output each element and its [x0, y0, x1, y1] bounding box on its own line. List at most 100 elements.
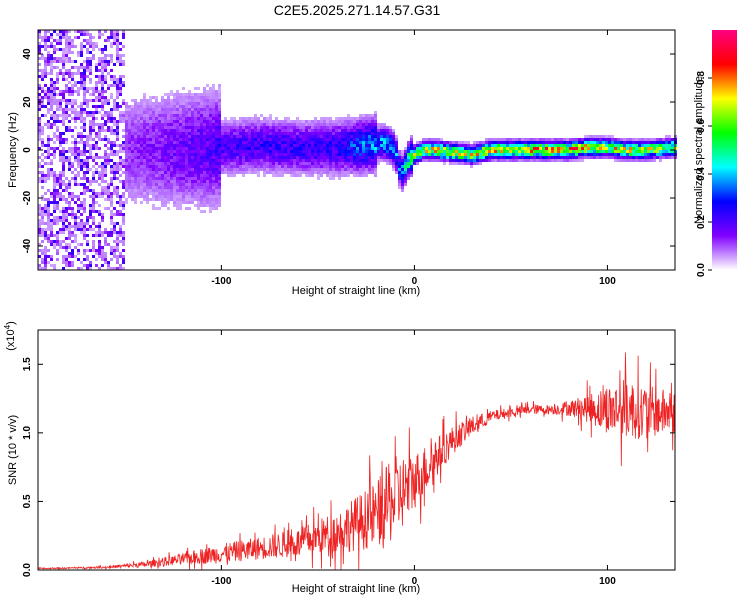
heat-cell — [320, 165, 323, 168]
heat-cell — [197, 189, 200, 192]
heat-cell — [380, 147, 383, 150]
heat-cell — [407, 153, 410, 156]
heat-cell — [83, 159, 86, 162]
heat-cell — [41, 222, 44, 225]
heat-cell — [155, 153, 158, 156]
heat-cell — [269, 153, 272, 156]
heat-cell — [47, 210, 50, 213]
heat-cell — [557, 159, 560, 162]
heat-cell — [542, 150, 545, 153]
heat-cell — [299, 162, 302, 165]
heat-cell — [128, 174, 131, 177]
heat-cell — [491, 153, 494, 156]
heat-cell — [83, 162, 86, 165]
heat-cell — [347, 153, 350, 156]
heat-cell — [311, 132, 314, 135]
heat-cell — [98, 90, 101, 93]
heat-cell — [116, 33, 119, 36]
heat-cell — [416, 144, 419, 147]
heat-cell — [218, 126, 221, 129]
heat-cell — [599, 144, 602, 147]
heat-cell — [326, 171, 329, 174]
heat-cell — [413, 162, 416, 165]
heat-cell — [110, 180, 113, 183]
heat-cell — [80, 201, 83, 204]
heat-cell — [404, 159, 407, 162]
heat-cell — [362, 153, 365, 156]
heat-cell — [143, 195, 146, 198]
heat-cell — [62, 267, 65, 270]
heat-cell — [170, 90, 173, 93]
heat-cell — [149, 120, 152, 123]
heat-cell — [173, 174, 176, 177]
heat-cell — [218, 165, 221, 168]
heat-cell — [203, 132, 206, 135]
spectrogram-y-tick-label: 20 — [22, 96, 33, 108]
heat-cell — [431, 141, 434, 144]
heat-cell — [638, 150, 641, 153]
heat-cell — [101, 75, 104, 78]
heat-cell — [368, 135, 371, 138]
heat-cell — [110, 183, 113, 186]
heat-cell — [206, 192, 209, 195]
heat-cell — [170, 111, 173, 114]
heat-cell — [173, 123, 176, 126]
heat-cell — [281, 129, 284, 132]
heat-cell — [119, 168, 122, 171]
heat-cell — [122, 165, 125, 168]
heat-cell — [113, 246, 116, 249]
heat-cell — [218, 192, 221, 195]
heat-cell — [395, 138, 398, 141]
heat-cell — [272, 141, 275, 144]
heat-cell — [647, 138, 650, 141]
heat-cell — [89, 261, 92, 264]
heat-cell — [464, 153, 467, 156]
heat-cell — [320, 132, 323, 135]
heat-cell — [392, 147, 395, 150]
heat-cell — [203, 141, 206, 144]
heat-cell — [98, 135, 101, 138]
heat-cell — [347, 174, 350, 177]
heat-cell — [56, 234, 59, 237]
heat-cell — [551, 153, 554, 156]
heat-cell — [128, 192, 131, 195]
heat-cell — [290, 174, 293, 177]
heat-cell — [458, 150, 461, 153]
heat-cell — [617, 138, 620, 141]
heat-cell — [425, 138, 428, 141]
heat-cell — [194, 99, 197, 102]
heat-cell — [386, 138, 389, 141]
heat-cell — [188, 108, 191, 111]
heat-cell — [386, 135, 389, 138]
heat-cell — [356, 132, 359, 135]
heat-cell — [224, 123, 227, 126]
heat-cell — [149, 189, 152, 192]
heat-cell — [74, 141, 77, 144]
heat-cell — [185, 153, 188, 156]
heat-cell — [194, 120, 197, 123]
heat-cell — [71, 141, 74, 144]
heat-cell — [44, 114, 47, 117]
heat-cell — [113, 39, 116, 42]
heat-cell — [530, 159, 533, 162]
heat-cell — [125, 141, 128, 144]
heat-cell — [77, 117, 80, 120]
heat-cell — [182, 138, 185, 141]
heat-cell — [89, 180, 92, 183]
heat-cell — [350, 147, 353, 150]
heat-cell — [425, 156, 428, 159]
heat-cell — [293, 126, 296, 129]
heat-cell — [338, 117, 341, 120]
heat-cell — [143, 186, 146, 189]
heat-cell — [326, 120, 329, 123]
heat-cell — [140, 111, 143, 114]
heat-cell — [218, 102, 221, 105]
heat-cell — [143, 192, 146, 195]
heat-cell — [218, 186, 221, 189]
heat-cell — [74, 126, 77, 129]
heat-cell — [128, 141, 131, 144]
heat-cell — [638, 159, 641, 162]
heat-cell — [209, 111, 212, 114]
